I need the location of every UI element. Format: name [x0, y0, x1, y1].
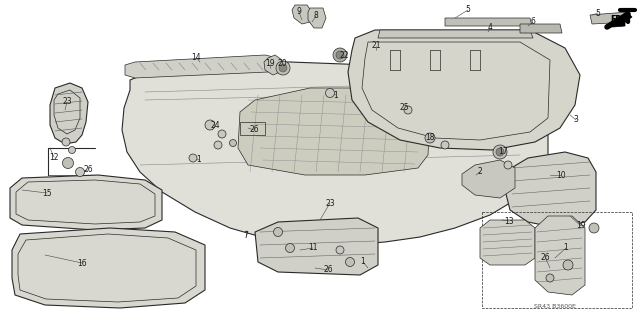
Circle shape	[333, 48, 347, 62]
Circle shape	[496, 148, 504, 156]
Text: 8: 8	[314, 11, 318, 20]
Text: 7: 7	[244, 232, 248, 241]
Text: 19: 19	[265, 60, 275, 69]
Circle shape	[230, 139, 237, 146]
Polygon shape	[292, 5, 312, 24]
Polygon shape	[12, 228, 205, 308]
Circle shape	[589, 223, 599, 233]
Circle shape	[326, 88, 335, 98]
Circle shape	[276, 61, 290, 75]
Circle shape	[214, 141, 222, 149]
Text: 26: 26	[540, 253, 550, 262]
Text: 1: 1	[333, 91, 339, 100]
Polygon shape	[264, 55, 282, 75]
Text: 16: 16	[77, 258, 87, 268]
Text: 5: 5	[465, 5, 470, 14]
Text: 26: 26	[323, 265, 333, 275]
Circle shape	[63, 158, 74, 168]
Circle shape	[273, 227, 282, 236]
Text: 18: 18	[425, 132, 435, 142]
Circle shape	[404, 106, 412, 114]
Text: 10: 10	[556, 170, 566, 180]
Text: 15: 15	[42, 189, 52, 197]
Text: 19: 19	[576, 221, 586, 231]
Circle shape	[346, 257, 355, 266]
Text: 23: 23	[325, 198, 335, 207]
Text: 12: 12	[49, 152, 59, 161]
Text: FR.: FR.	[611, 16, 623, 25]
Circle shape	[441, 141, 449, 149]
Polygon shape	[535, 216, 585, 295]
Polygon shape	[480, 220, 535, 265]
Text: 26: 26	[249, 125, 259, 135]
Text: 5: 5	[596, 9, 600, 18]
Circle shape	[285, 243, 294, 253]
Circle shape	[68, 146, 76, 153]
Text: 1: 1	[360, 257, 365, 266]
Text: 25: 25	[399, 103, 409, 113]
Circle shape	[76, 167, 84, 176]
Polygon shape	[607, 12, 632, 27]
Polygon shape	[50, 83, 88, 144]
Text: 13: 13	[504, 217, 514, 226]
Text: 14: 14	[191, 53, 201, 62]
Polygon shape	[520, 24, 562, 33]
Circle shape	[546, 274, 554, 282]
Circle shape	[493, 145, 507, 159]
Text: 9: 9	[296, 8, 301, 17]
Text: 24: 24	[210, 122, 220, 130]
Polygon shape	[255, 218, 378, 275]
Polygon shape	[348, 30, 580, 150]
Circle shape	[336, 246, 344, 254]
Text: 3: 3	[573, 115, 579, 124]
Polygon shape	[10, 175, 162, 230]
Text: 6: 6	[531, 18, 536, 26]
Circle shape	[563, 260, 573, 270]
Circle shape	[504, 161, 512, 169]
Polygon shape	[238, 88, 430, 175]
Circle shape	[336, 51, 344, 59]
Text: 26: 26	[83, 166, 93, 174]
Circle shape	[218, 130, 226, 138]
Circle shape	[62, 138, 70, 146]
Polygon shape	[590, 12, 630, 24]
Polygon shape	[378, 30, 533, 38]
Polygon shape	[445, 18, 532, 26]
Text: 21: 21	[371, 41, 381, 50]
Circle shape	[205, 120, 215, 130]
Text: 1: 1	[564, 243, 568, 253]
Text: FR.: FR.	[610, 16, 624, 25]
Text: 1: 1	[196, 155, 202, 165]
Text: 17: 17	[498, 146, 508, 155]
Text: 20: 20	[277, 60, 287, 69]
Polygon shape	[505, 152, 596, 228]
Polygon shape	[122, 62, 548, 245]
Circle shape	[279, 64, 287, 72]
Circle shape	[425, 133, 435, 143]
Text: 23: 23	[62, 98, 72, 107]
Text: SR43 B3600E: SR43 B3600E	[534, 303, 576, 308]
Text: 22: 22	[339, 50, 349, 60]
Text: 11: 11	[308, 243, 317, 253]
Text: 2: 2	[477, 167, 483, 176]
Polygon shape	[308, 8, 326, 28]
Circle shape	[189, 154, 197, 162]
Text: 4: 4	[488, 24, 492, 33]
Polygon shape	[462, 160, 515, 198]
Polygon shape	[125, 55, 278, 78]
